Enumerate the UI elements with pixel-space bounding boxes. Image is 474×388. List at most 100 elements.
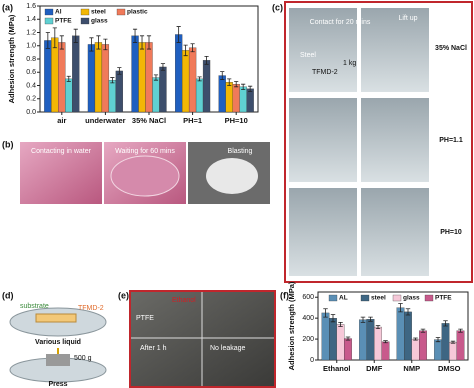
legend-swatch [44, 8, 54, 16]
caption: 1 kg [343, 60, 356, 67]
x-tick-label: DMF [366, 364, 383, 373]
label: substrate [20, 303, 49, 310]
error-bar [146, 35, 152, 50]
bar [202, 60, 211, 113]
y-tick-label: 400 [302, 315, 314, 322]
legend-label: AL [339, 295, 348, 302]
error-bar [220, 71, 225, 80]
caption: TFMD-2 [312, 69, 338, 76]
bar [195, 78, 204, 113]
legend-label: Al [55, 9, 62, 16]
y-tick-label: 0 [310, 357, 314, 364]
error-bar [338, 321, 343, 327]
caption: Contacting in water [31, 148, 92, 155]
legend-label: plastic [127, 9, 148, 16]
bar [449, 342, 457, 361]
y-axis-label: Adhesion strength (MPa) [287, 281, 296, 370]
bar [101, 44, 110, 113]
error-bar [110, 77, 115, 84]
y-tick-label: 0.6 [26, 69, 36, 76]
error-bar [73, 28, 78, 43]
bar [181, 50, 190, 113]
bar [381, 341, 390, 361]
photo-detail [110, 155, 180, 197]
bar [51, 37, 59, 113]
legend-swatch [80, 8, 90, 16]
error-bar [227, 78, 232, 86]
x-tick-label: DMSO [438, 364, 461, 373]
bar [58, 42, 66, 113]
bar [366, 319, 375, 361]
bar [152, 77, 160, 113]
bar [329, 318, 337, 361]
panel-label: (f) [280, 290, 289, 300]
bar [159, 66, 167, 113]
error-bar [458, 328, 463, 333]
bar [87, 44, 96, 113]
error-bar [435, 337, 441, 343]
legend-label: PTFE [435, 295, 452, 302]
bar [225, 82, 233, 113]
caption: PTFE [136, 315, 154, 322]
bar [65, 78, 73, 113]
bar [72, 35, 80, 113]
legend-swatch [328, 294, 338, 302]
caption: Contact for 20 mins [310, 19, 371, 26]
bar [44, 40, 52, 113]
legend-label: glass [91, 18, 108, 25]
panel-label: (b) [2, 139, 14, 149]
bar [239, 86, 247, 113]
error-bar [89, 37, 94, 52]
caption: No leakage [210, 345, 246, 352]
caption: Lift up [398, 15, 417, 22]
error-bar [345, 336, 351, 341]
bar [344, 338, 352, 361]
error-bar [375, 325, 381, 330]
substrate [35, 313, 77, 323]
x-tick-label: air [57, 116, 66, 125]
weight [46, 354, 70, 366]
photo [361, 98, 429, 182]
panel-e: Ethanol PTFE After 1 h No leakage [129, 290, 276, 388]
bar [175, 34, 183, 113]
x-tick-label: underwater [85, 116, 126, 125]
error-bar [413, 337, 418, 341]
bar [145, 42, 153, 113]
error-bar [117, 67, 122, 75]
caption: After 1 h [140, 345, 167, 352]
error-bar [103, 38, 108, 51]
error-bar [153, 74, 159, 81]
bar [115, 70, 123, 113]
label: Various liquid [35, 339, 81, 346]
caption: Ethanol [172, 297, 196, 304]
y-tick-label: 1.4 [26, 16, 36, 23]
x-tick-label: 35% NaCl [132, 116, 166, 125]
legend-swatch [392, 294, 402, 302]
bar [434, 339, 442, 361]
bar [321, 312, 330, 361]
error-bar [443, 320, 448, 327]
photo [20, 142, 102, 204]
photo [361, 188, 429, 276]
error-bar [190, 43, 195, 53]
error-bar [234, 81, 239, 88]
legend-swatch [116, 8, 126, 16]
bar [456, 330, 465, 361]
y-axis-label: Adhesion strength (MPa) [7, 14, 16, 103]
error-bar [248, 85, 253, 92]
y-tick-label: 0.2 [26, 96, 36, 103]
caption: Waiting for 60 mins [115, 148, 175, 155]
legend-swatch [80, 17, 90, 25]
x-tick-label: Ethanol [323, 364, 351, 373]
bar [218, 75, 226, 113]
panel-d: substrate TFMD-2 Various liquid 500 g Pr… [9, 303, 107, 388]
panel-label: (a) [2, 2, 13, 12]
photo-detail [206, 158, 258, 194]
bar [374, 326, 382, 361]
bar [246, 88, 254, 113]
error-bar [323, 308, 328, 318]
error-bar [45, 32, 50, 49]
error-bar [160, 63, 166, 71]
bar [404, 311, 412, 361]
error-bar [176, 26, 181, 43]
